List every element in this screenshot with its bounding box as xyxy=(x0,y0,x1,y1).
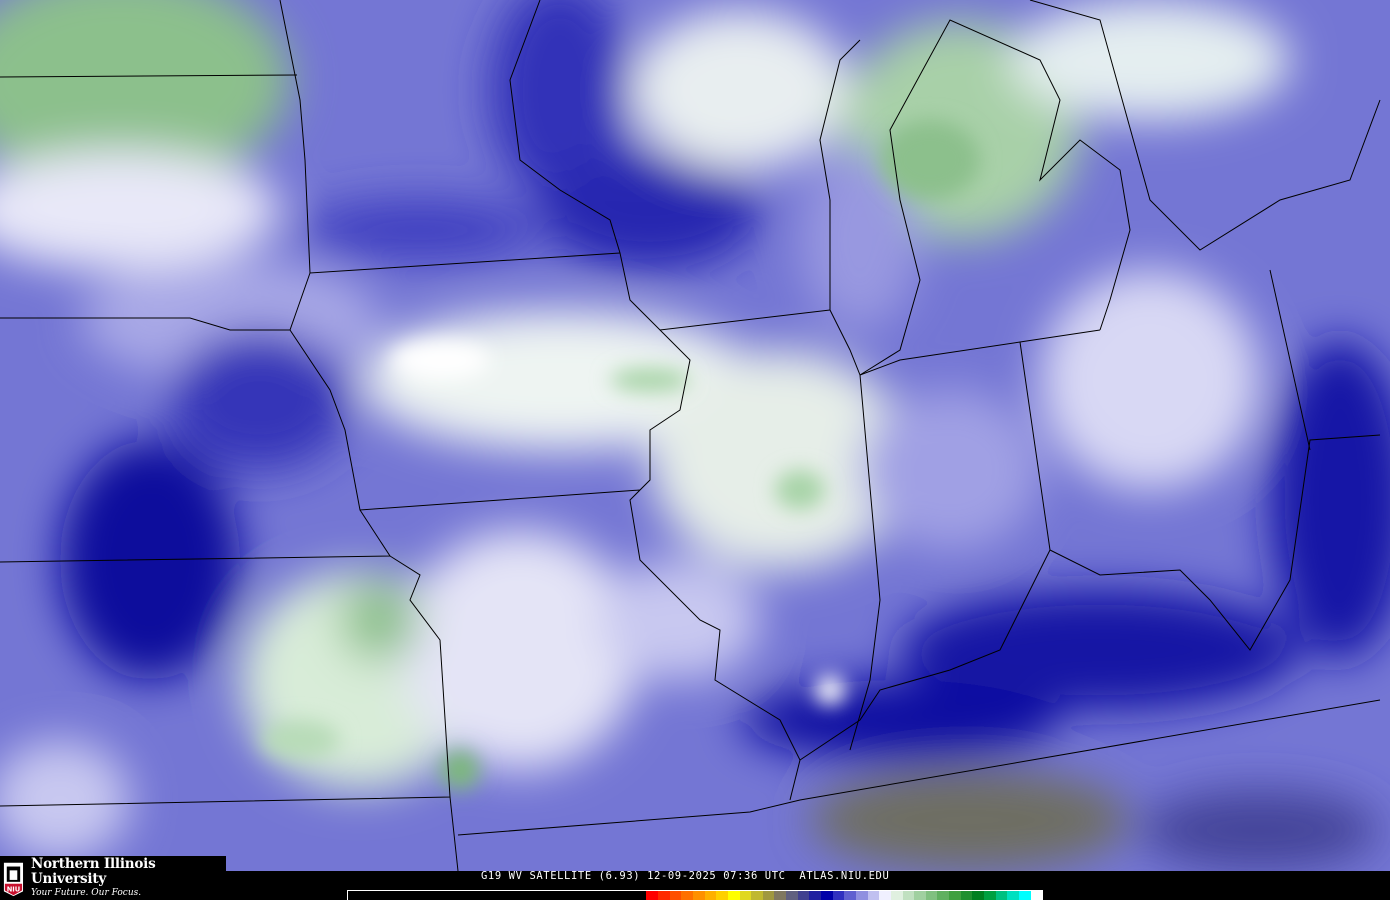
color-scale-swatch xyxy=(1030,891,1043,900)
niu-logo: NIU Northern Illinois University Your Fu… xyxy=(0,856,226,900)
color-scale-swatch xyxy=(867,891,880,900)
color-scale-swatch xyxy=(984,891,996,900)
site-label: ATLAS.NIU.EDU xyxy=(799,870,890,882)
color-scale-swatch xyxy=(960,891,973,900)
cloud-detail xyxy=(260,120,980,790)
state-boundaries xyxy=(0,0,1381,871)
color-scale-swatch xyxy=(855,891,868,900)
color-scale-swatch xyxy=(832,891,845,900)
color-scale-swatch xyxy=(646,891,659,900)
color-scale-swatch xyxy=(879,891,891,900)
color-scale-bar xyxy=(347,890,1043,900)
satellite-water-vapor-map[interactable] xyxy=(0,0,1390,871)
color-scale-swatch xyxy=(739,891,752,900)
university-name: Northern Illinois University xyxy=(30,856,156,887)
date-label: 12-09-2025 xyxy=(647,870,717,882)
color-scale-swatch xyxy=(692,891,705,900)
svg-text:NIU: NIU xyxy=(7,885,21,893)
color-scale-swatch xyxy=(716,891,728,900)
color-scale-swatch xyxy=(809,891,822,900)
color-scale-swatch xyxy=(844,891,856,900)
product-label: G19 WV SATELLITE (6.93) xyxy=(481,870,641,882)
time-label: 07:36 UTC xyxy=(723,870,786,882)
color-scale-swatch xyxy=(925,891,938,900)
color-scale-swatch xyxy=(751,891,763,900)
color-scale-swatch xyxy=(658,891,670,900)
color-scale-swatch xyxy=(821,891,833,900)
color-scale-swatch xyxy=(972,891,984,900)
color-scale-swatch xyxy=(937,891,950,900)
color-scale-swatch xyxy=(995,891,1008,900)
color-scale-swatch xyxy=(348,891,647,900)
color-scale-swatch xyxy=(669,891,682,900)
color-scale-swatch xyxy=(902,891,915,900)
color-scale-swatch xyxy=(786,891,798,900)
color-scale-swatch xyxy=(681,891,693,900)
color-scale-swatch xyxy=(774,891,787,900)
niu-seal-icon: NIU xyxy=(3,862,24,897)
color-scale-swatch xyxy=(704,891,717,900)
color-scale-swatch xyxy=(762,891,775,900)
color-scale-swatch xyxy=(1018,891,1031,900)
color-scale-swatch xyxy=(797,891,810,900)
color-scale-swatch xyxy=(890,891,903,900)
color-scale-swatch xyxy=(1007,891,1019,900)
image-caption: G19 WV SATELLITE (6.93) 12-09-2025 07:36… xyxy=(481,870,889,882)
university-tagline: Your Future. Our Focus. xyxy=(30,888,142,898)
color-scale-swatch xyxy=(914,891,926,900)
color-scale-swatch xyxy=(949,891,961,900)
color-scale-swatch xyxy=(727,891,740,900)
cloud-field xyxy=(0,0,1390,870)
